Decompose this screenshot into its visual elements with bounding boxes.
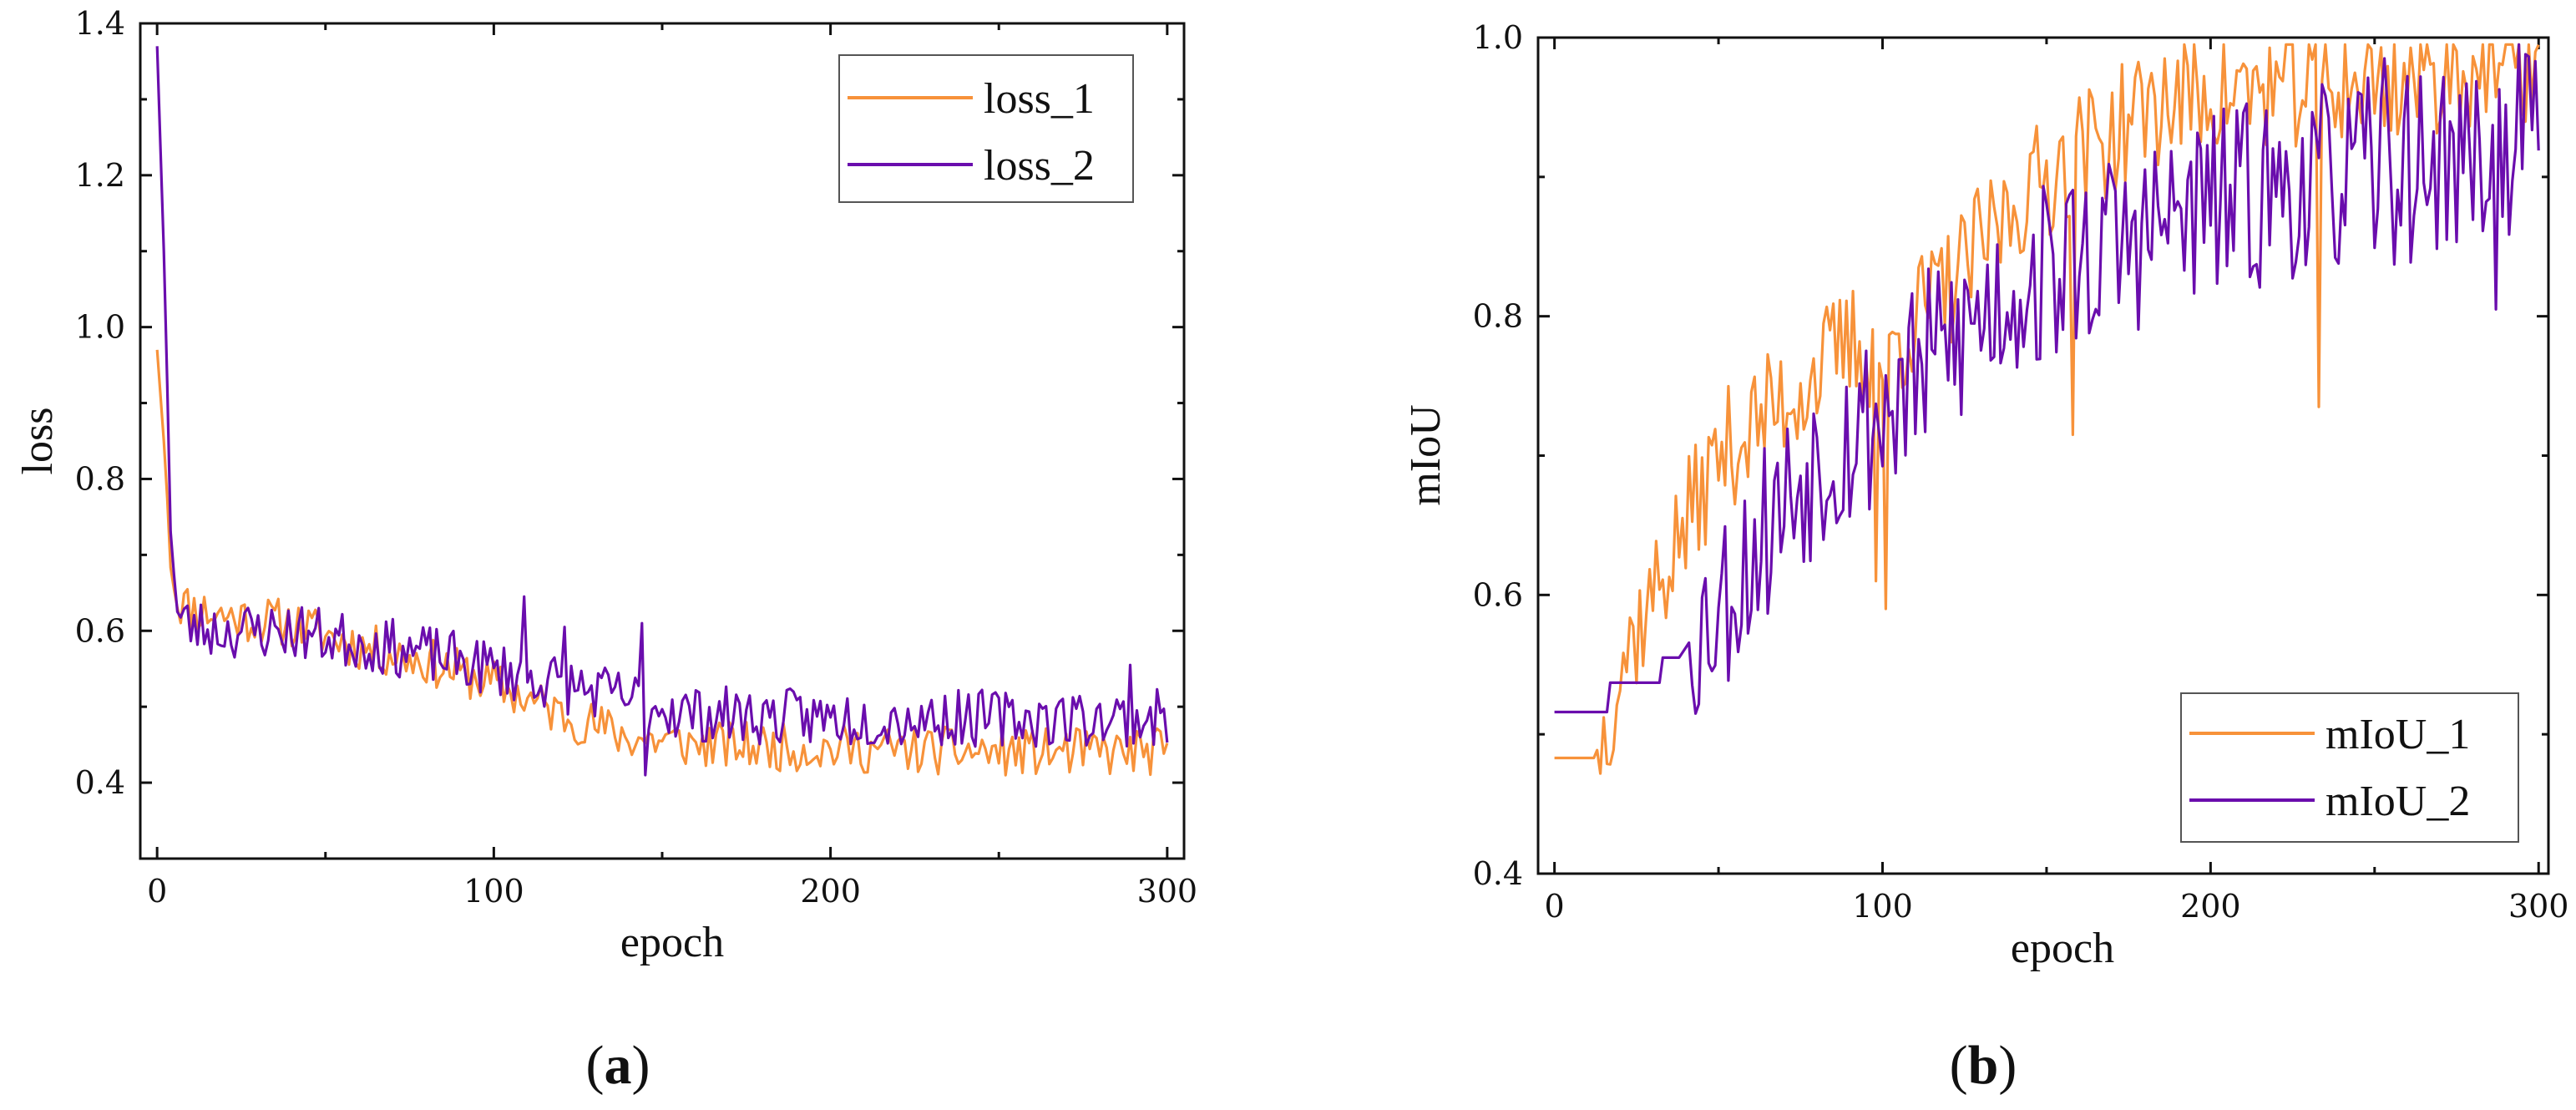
x-tick-label: 200 xyxy=(800,873,861,910)
series-line-loss-2 xyxy=(155,46,1169,777)
legend-box xyxy=(838,54,1134,203)
series-lines xyxy=(1554,43,2540,775)
legend-box xyxy=(2180,692,2519,843)
legend: loss_1 loss_2 xyxy=(838,54,1134,203)
series-line-miou-1 xyxy=(1554,43,2540,775)
y-tick-label: 1.0 xyxy=(1473,19,1523,56)
panel-caption-a: (a) xyxy=(586,1035,650,1096)
y-tick-label: 0.6 xyxy=(75,612,125,649)
legend-label-loss-1: loss_1 xyxy=(984,75,1095,123)
y-tick-label: 0.4 xyxy=(1473,855,1523,892)
x-tick-label: 0 xyxy=(147,873,167,910)
panel-caption-b: (b) xyxy=(1950,1035,2017,1096)
y-axis-title: mIoU xyxy=(1402,404,1450,505)
x-tick-label: 300 xyxy=(2508,888,2569,925)
legend-label-miou-2: mIoU_2 xyxy=(2325,778,2470,825)
y-tick-label: 0.4 xyxy=(75,764,125,801)
legend-label-loss-2: loss_2 xyxy=(984,142,1095,190)
series-line-miou-2 xyxy=(1554,43,2540,715)
x-axis-title: epoch xyxy=(620,919,724,966)
x-axis-title: epoch xyxy=(2011,925,2114,972)
axis-ticks: 0 100 200 300 0.4 0.6 0.8 1.0 1.2 1.4 xyxy=(75,5,1198,910)
y-tick-label: 1.4 xyxy=(75,5,125,42)
x-tick-label: 200 xyxy=(2180,888,2241,925)
legend: mIoU_1 mIoU_2 xyxy=(2180,692,2519,843)
panel-b-miou-chart: 0 100 200 300 0.4 0.6 0.8 1.0 epoch mIoU mIoU_1… xyxy=(1402,19,2568,1096)
series-line-loss-1 xyxy=(155,349,1169,777)
x-tick-label: 100 xyxy=(1852,888,1913,925)
y-tick-label: 0.8 xyxy=(1473,298,1523,335)
x-tick-label: 300 xyxy=(1137,873,1198,910)
y-tick-label: 0.6 xyxy=(1473,576,1523,613)
legend-label-miou-1: mIoU_1 xyxy=(2325,711,2470,758)
y-axis-title: loss xyxy=(14,408,62,475)
y-tick-label: 1.0 xyxy=(75,309,125,346)
axis-ticks: 0 100 200 300 0.4 0.6 0.8 1.0 xyxy=(1473,19,2569,925)
x-tick-label: 100 xyxy=(463,873,524,910)
y-tick-label: 1.2 xyxy=(75,157,125,194)
series-lines xyxy=(155,46,1169,777)
y-tick-label: 0.8 xyxy=(75,460,125,497)
x-tick-label: 0 xyxy=(1545,888,1565,925)
